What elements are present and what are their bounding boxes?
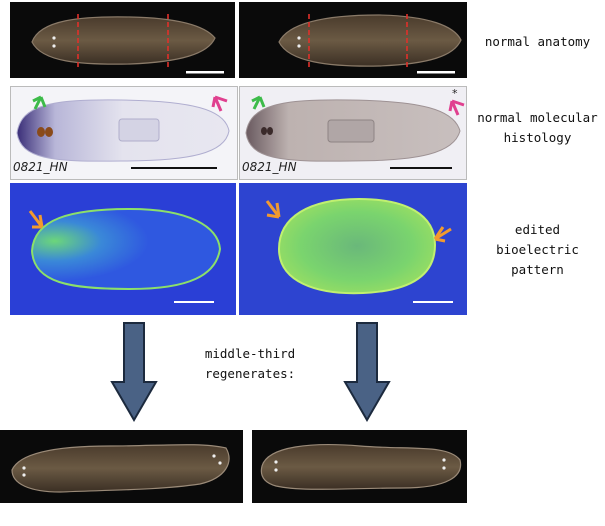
voltage-dye-left-image <box>10 183 236 315</box>
green-arrow-icon <box>251 95 266 110</box>
histology-panel-right: 0821_HN * <box>239 86 467 180</box>
scale-bar <box>417 71 455 74</box>
down-arrow-right-icon <box>343 322 391 422</box>
regenerated-panel-left <box>0 430 243 503</box>
down-arrow-left-icon <box>110 322 158 422</box>
scale-bar <box>174 301 214 303</box>
label-middle-third-regenerates: middle-third regenerates: <box>204 346 296 381</box>
magenta-arrow-icon <box>448 99 465 116</box>
green-arrow-icon <box>32 95 47 110</box>
scale-bar <box>413 301 453 303</box>
voltage-dye-right-image <box>239 183 467 315</box>
orange-arrow-icon <box>265 200 281 219</box>
orange-arrow-icon <box>433 226 452 243</box>
anatomy-panel-left <box>10 2 235 78</box>
regenerated-worm-right-image <box>252 430 467 503</box>
asterisk-mark: * <box>452 87 458 100</box>
scale-bar <box>390 167 452 169</box>
histology-panel-left: 0821_HN <box>10 86 238 180</box>
scale-bar <box>186 71 224 74</box>
anatomy-worm-left-image <box>10 2 235 78</box>
regenerated-worm-left-image <box>0 430 243 503</box>
sample-id-left: 0821_HN <box>13 160 68 174</box>
regenerated-panel-right <box>252 430 467 503</box>
histology-worm-left-image <box>11 87 237 179</box>
label-normal-anatomy: normal anatomy <box>484 34 591 49</box>
anatomy-worm-right-image <box>239 2 467 78</box>
label-normal-molecular-histology: normal molecular histology <box>477 110 598 145</box>
magenta-arrow-icon <box>211 95 228 112</box>
histology-worm-right-image <box>240 87 466 179</box>
sample-id-right: 0821_HN <box>242 160 297 174</box>
bioelectric-panel-left <box>10 183 236 315</box>
orange-arrow-icon <box>28 210 44 229</box>
anatomy-panel-right <box>239 2 467 78</box>
bioelectric-panel-right <box>239 183 467 315</box>
label-edited-bioelectric-pattern: edited bioelectric pattern <box>496 222 579 277</box>
scale-bar <box>131 167 217 169</box>
